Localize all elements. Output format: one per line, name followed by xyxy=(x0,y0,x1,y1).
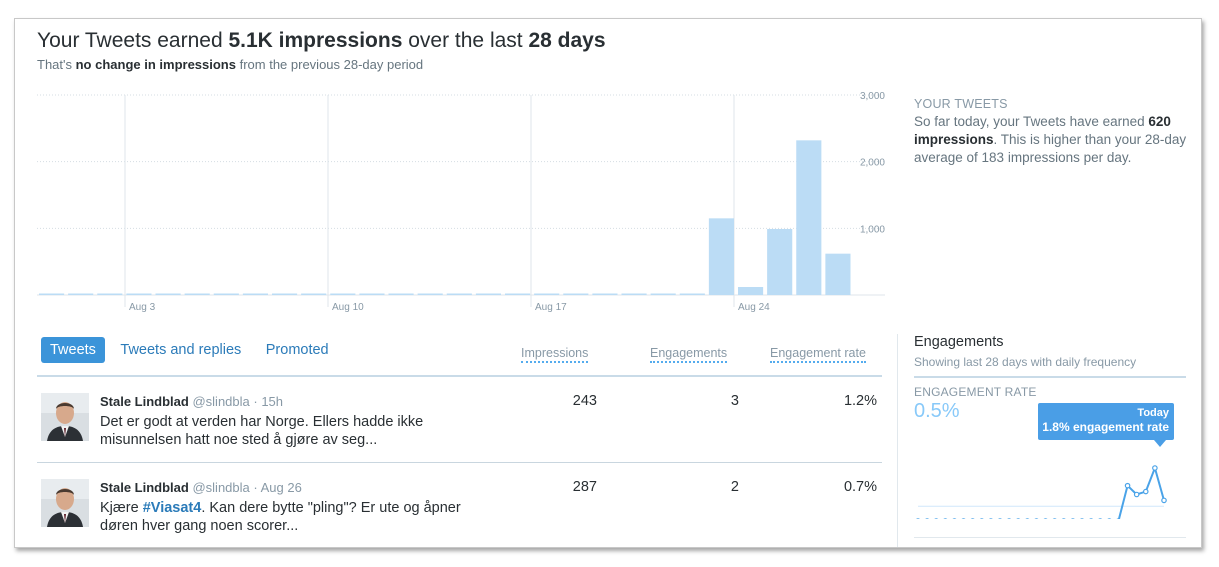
your-tweets-summary: YOUR TWEETS So far today, your Tweets ha… xyxy=(914,95,1194,167)
sidebar-divider xyxy=(897,334,898,547)
x-tick-label: Aug 10 xyxy=(332,302,364,313)
impressions-bar[interactable] xyxy=(592,293,618,296)
impressions-bar[interactable] xyxy=(359,293,385,296)
impressions-bar[interactable] xyxy=(563,293,589,296)
impressions-bar[interactable] xyxy=(184,293,210,296)
table-header-divider xyxy=(37,375,882,377)
tab-tweets-and-replies[interactable]: Tweets and replies xyxy=(120,342,242,358)
tooltip-day: Today xyxy=(1137,407,1169,419)
tweet-text[interactable]: Kjære #Viasat4. Kan dere bytte "pling"? … xyxy=(100,500,461,534)
y-tick-label: 2,000 xyxy=(860,158,885,169)
tab-tweets[interactable]: Tweets xyxy=(41,337,105,363)
impressions-bar[interactable] xyxy=(126,293,152,296)
y-tick-label: 3,000 xyxy=(860,91,885,102)
tweet-impressions: 287 xyxy=(572,479,597,495)
column-header-engagement-rate[interactable]: Engagement rate xyxy=(770,346,866,363)
impressions-bar[interactable] xyxy=(475,293,501,296)
impressions-bar[interactable] xyxy=(242,293,268,296)
tweet-text[interactable]: Det er godt at verden har Norge. Ellers … xyxy=(100,414,424,448)
impressions-change-summary: That's no change in impressions from the… xyxy=(37,57,424,72)
engagement-tooltip: Today 1.8% engagement rate xyxy=(1038,403,1174,447)
impressions-bar[interactable] xyxy=(97,293,123,296)
engagement-point[interactable] xyxy=(1133,491,1140,498)
tweet-row[interactable]: Stale Lindblad @slindbla · 15h Det er go… xyxy=(37,377,882,461)
analytics-panel: Your Tweets earned 5.1K impressions over… xyxy=(14,18,1202,548)
impressions-bar[interactable] xyxy=(388,293,414,296)
x-tick-label: Aug 3 xyxy=(129,302,156,313)
x-tick-label: Aug 17 xyxy=(535,302,567,313)
engagement-rate-sparkline xyxy=(914,444,1179,524)
y-tick-label: 1,000 xyxy=(860,224,885,235)
impressions-bar[interactable] xyxy=(825,253,851,295)
tooltip-value: 1.8% engagement rate xyxy=(1042,420,1169,434)
impressions-bar[interactable] xyxy=(272,293,298,296)
tweet-author-handle[interactable]: @slindbla xyxy=(192,480,250,495)
engagement-point[interactable] xyxy=(1142,488,1149,495)
impressions-bar[interactable] xyxy=(505,293,531,296)
hashtag-link[interactable]: #Viasat4 xyxy=(142,500,202,516)
impressions-bar[interactable] xyxy=(417,293,443,296)
tweet-engagements: 3 xyxy=(730,393,739,409)
tweet-row[interactable]: Stale Lindblad @slindbla · Aug 26 Kjære … xyxy=(37,463,882,547)
engagements-title: Engagements xyxy=(914,334,1004,350)
your-tweets-caption: YOUR TWEETS xyxy=(914,97,1008,111)
tweet-author-handle[interactable]: @slindbla xyxy=(192,394,250,409)
engagement-rate-line xyxy=(918,464,1165,522)
impressions-bar[interactable] xyxy=(708,218,734,295)
column-header-engagements[interactable]: Engagements xyxy=(650,346,728,363)
avatar[interactable] xyxy=(41,479,89,527)
your-tweets-text: So far today, your Tweets have earned 62… xyxy=(914,114,1187,165)
engagements-divider xyxy=(914,376,1186,378)
tweet-engagements: 2 xyxy=(730,479,739,495)
engagement-sparkline-svg xyxy=(915,464,1167,524)
column-header-impressions[interactable]: Impressions xyxy=(521,346,589,363)
tweet-author-name[interactable]: Stale Lindblad xyxy=(100,480,189,495)
engagement-point[interactable] xyxy=(1161,497,1167,504)
impressions-bar[interactable] xyxy=(679,293,705,296)
impressions-bar[interactable] xyxy=(68,293,94,296)
tweet-time: · Aug 26 xyxy=(253,480,302,495)
impressions-bar[interactable] xyxy=(650,293,676,296)
engagement-point[interactable] xyxy=(1124,482,1131,489)
tweet-header: Stale Lindblad @slindbla · Aug 26 xyxy=(100,480,302,495)
impressions-bar[interactable] xyxy=(301,293,327,296)
tab-promoted[interactable]: Promoted xyxy=(265,342,329,358)
row-divider xyxy=(37,462,882,463)
impressions-bar[interactable] xyxy=(738,287,764,295)
impressions-bar[interactable] xyxy=(621,293,647,296)
impressions-bar[interactable] xyxy=(155,293,181,296)
impressions-bar[interactable] xyxy=(446,293,472,296)
impressions-bar[interactable] xyxy=(534,293,560,296)
impressions-bar[interactable] xyxy=(767,229,793,295)
tweet-impressions: 243 xyxy=(572,393,597,409)
engagement-point[interactable] xyxy=(1152,465,1158,471)
impressions-bar[interactable] xyxy=(330,293,356,296)
tweet-tabs: Tweets Tweets and replies Promoted xyxy=(41,337,340,365)
tweet-header: Stale Lindblad @slindbla · 15h xyxy=(100,394,283,409)
impressions-bar[interactable] xyxy=(39,293,65,296)
impressions-chart-svg: 3,000 2,000 1,000 Aug 3 Aug 10 Aug 17 Aug 24 xyxy=(37,91,885,313)
engagement-rate-value: 0.5% xyxy=(914,400,960,422)
x-tick-label: Aug 24 xyxy=(738,302,770,313)
tweet-time: · 15h xyxy=(253,394,284,409)
avatar[interactable] xyxy=(41,393,89,441)
tweet-author-name[interactable]: Stale Lindblad xyxy=(100,394,189,409)
engagements-bottom-divider xyxy=(914,537,1186,538)
impressions-bar[interactable] xyxy=(796,140,822,295)
impressions-headline: Your Tweets earned 5.1K impressions over… xyxy=(37,29,606,52)
engagement-rate-caption: ENGAGEMENT RATE xyxy=(914,385,1037,399)
tweet-engagement-rate: 1.2% xyxy=(843,393,877,409)
tweet-engagement-rate: 0.7% xyxy=(843,479,877,495)
impressions-bar[interactable] xyxy=(213,293,239,296)
impressions-bar-chart: 3,000 2,000 1,000 Aug 3 Aug 10 Aug 17 Aug 24 xyxy=(37,89,897,334)
engagements-subtitle: Showing last 28 days with daily frequenc… xyxy=(914,355,1137,369)
